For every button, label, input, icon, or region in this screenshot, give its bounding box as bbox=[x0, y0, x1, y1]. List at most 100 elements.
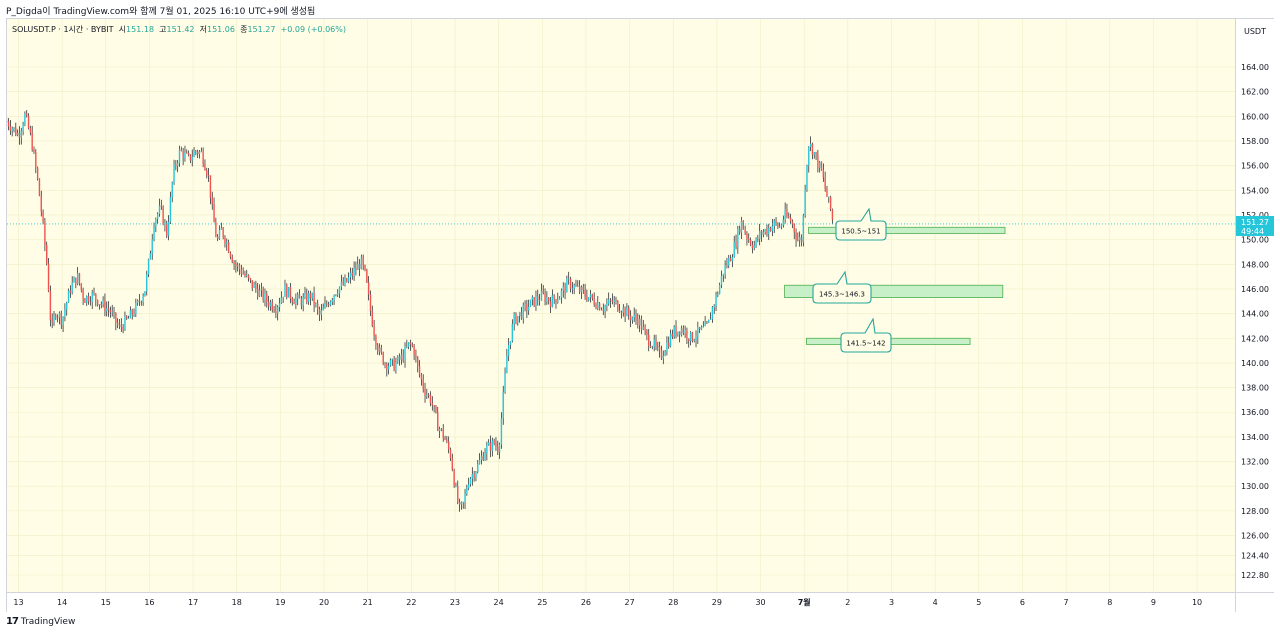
candle-body bbox=[133, 314, 135, 315]
candle-body bbox=[628, 308, 630, 316]
candle-body bbox=[18, 133, 21, 138]
time-tick-label: 22 bbox=[406, 598, 416, 607]
open-value: 151.18 bbox=[126, 25, 155, 34]
candle-body bbox=[427, 394, 430, 396]
zone-box[interactable] bbox=[808, 226, 1006, 234]
price-tick-label: 164.00 bbox=[1241, 63, 1269, 72]
candle-body bbox=[398, 356, 401, 360]
candle-body bbox=[366, 269, 368, 283]
brand-name: TradingView bbox=[20, 616, 76, 627]
support-zone[interactable]: 150.5~151 bbox=[808, 207, 1006, 241]
candle-body bbox=[24, 113, 26, 125]
currency-unit[interactable]: USDT bbox=[1244, 27, 1266, 36]
candle-body bbox=[600, 309, 603, 311]
candle-body bbox=[87, 296, 90, 302]
zone-callout[interactable] bbox=[840, 317, 892, 353]
top-caption-bar: P_Digda이 TradingView.com와 함께 7월 01, 2025… bbox=[0, 0, 1280, 18]
price-tick-label: 144.00 bbox=[1241, 310, 1269, 319]
price-axis[interactable]: 122.80 124.40 126.00 128.00 130.00 132.00 134.… bbox=[1235, 19, 1274, 592]
candle-body bbox=[113, 311, 115, 313]
candle-body bbox=[440, 428, 443, 430]
candle-body bbox=[411, 344, 413, 347]
candle-body bbox=[731, 257, 734, 262]
candle-body bbox=[806, 165, 808, 190]
candle-body bbox=[704, 322, 706, 327]
candle-body bbox=[562, 286, 564, 291]
zone-callout[interactable] bbox=[812, 270, 872, 304]
candle-body bbox=[626, 308, 628, 317]
candle-body bbox=[715, 295, 717, 306]
time-tick-label: 6 bbox=[1020, 598, 1025, 607]
candle-body bbox=[298, 294, 301, 299]
price-tick-label: 126.00 bbox=[1241, 532, 1269, 541]
candle-body bbox=[575, 285, 577, 287]
candle-body bbox=[169, 196, 172, 222]
chart-plot-area[interactable]: 150.5~151 145.3~146.3 141.5~142 bbox=[7, 19, 1235, 592]
candle-body bbox=[540, 290, 543, 300]
candle-body bbox=[664, 352, 666, 356]
candle-body bbox=[246, 275, 248, 276]
support-zone[interactable]: 141.5~142 bbox=[805, 317, 971, 353]
candle-body bbox=[511, 323, 514, 342]
candle-body bbox=[198, 151, 201, 155]
candle-body bbox=[682, 328, 684, 334]
candle-body bbox=[297, 294, 299, 299]
time-tick-label: 26 bbox=[581, 598, 591, 607]
candle-body bbox=[753, 245, 755, 249]
candle-body bbox=[260, 288, 263, 290]
candle-body bbox=[671, 333, 674, 337]
candle-body bbox=[15, 127, 17, 135]
candle-body bbox=[387, 365, 390, 370]
candle-body bbox=[195, 151, 197, 152]
candle-body bbox=[191, 156, 193, 161]
candle-body bbox=[13, 127, 15, 129]
candle-body bbox=[196, 151, 199, 155]
candle-body bbox=[367, 282, 370, 295]
candle-body bbox=[318, 308, 321, 315]
symbol-name[interactable]: SOLUSDT.P · 1시간 · BYBIT bbox=[12, 25, 114, 34]
candle-body bbox=[477, 463, 479, 473]
support-zone[interactable]: 145.3~146.3 bbox=[784, 270, 1004, 304]
candle-body bbox=[127, 318, 130, 319]
candle-body bbox=[537, 296, 539, 301]
zone-callout[interactable] bbox=[835, 207, 887, 241]
time-tick-label: 29 bbox=[712, 598, 722, 607]
candle-body bbox=[333, 295, 335, 300]
candle-body bbox=[686, 330, 688, 339]
candle-body bbox=[504, 373, 506, 393]
candle-body bbox=[71, 282, 73, 293]
time-tick-label: 8 bbox=[1107, 598, 1112, 607]
candle-body bbox=[11, 128, 13, 131]
price-tick-label: 136.00 bbox=[1241, 408, 1269, 417]
candle-body bbox=[598, 303, 601, 310]
candle-body bbox=[407, 342, 410, 347]
time-axis[interactable]: 13 14 15 16 17 18 19 20 21 22 23 24 25 26 27 28 29 30 7월 2 3… bbox=[7, 592, 1235, 612]
candle-body bbox=[44, 221, 46, 245]
candle-body bbox=[611, 300, 614, 302]
candle-body bbox=[548, 297, 550, 302]
candle-body bbox=[106, 308, 108, 312]
candle-body bbox=[464, 494, 466, 503]
zone-label: 141.5~142 bbox=[846, 340, 885, 348]
candle-body bbox=[167, 221, 170, 236]
candle-body bbox=[740, 220, 743, 233]
candle-body bbox=[215, 222, 217, 237]
candle-body bbox=[422, 379, 424, 389]
candle-body bbox=[509, 341, 512, 345]
candle-body bbox=[184, 152, 186, 159]
candle-body bbox=[418, 366, 421, 375]
candle-body bbox=[660, 350, 663, 359]
candle-body bbox=[489, 442, 492, 451]
candle-body bbox=[362, 256, 364, 266]
candle-body bbox=[469, 478, 472, 485]
chart-svg[interactable]: 150.5~151 145.3~146.3 141.5~142 bbox=[7, 19, 1235, 592]
candle-body bbox=[193, 151, 195, 157]
candle-body bbox=[116, 323, 119, 326]
candle-body bbox=[648, 334, 650, 346]
candle-body bbox=[778, 226, 781, 228]
candle-body bbox=[313, 292, 315, 305]
candle-body bbox=[347, 277, 350, 282]
candle-body bbox=[593, 298, 595, 305]
candle-body bbox=[784, 209, 786, 220]
candle-body bbox=[84, 299, 86, 303]
